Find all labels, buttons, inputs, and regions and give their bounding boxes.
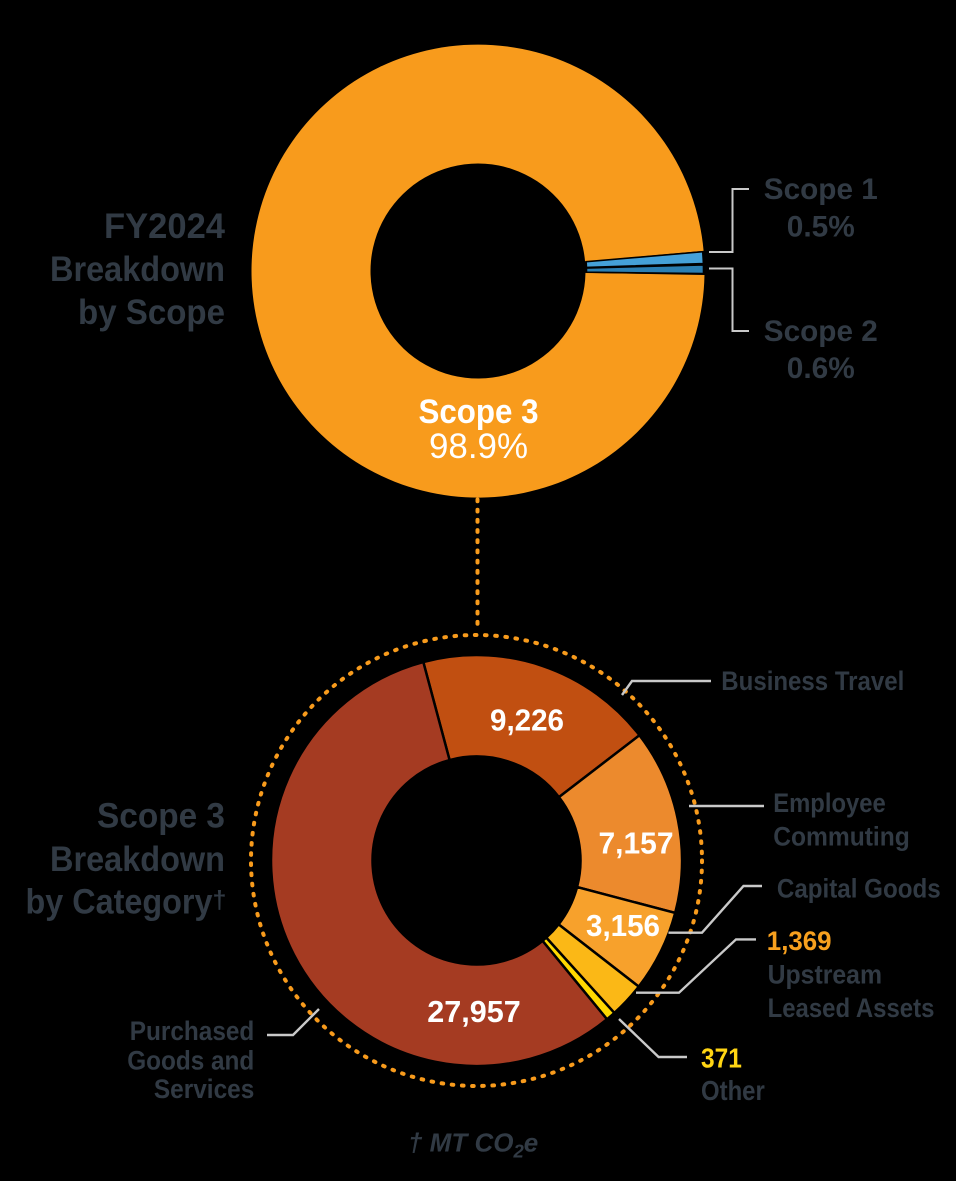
svg-text:Breakdown: Breakdown (50, 840, 225, 879)
svg-text:Upstream: Upstream (768, 959, 882, 989)
svg-text:3,156: 3,156 (586, 909, 660, 943)
svg-text:Business Travel: Business Travel (721, 666, 904, 696)
svg-text:Breakdown: Breakdown (50, 250, 225, 289)
svg-text:0.6%: 0.6% (787, 352, 855, 385)
svg-text:Scope 1: Scope 1 (764, 173, 878, 206)
svg-text:Leased Assets: Leased Assets (768, 993, 935, 1023)
svg-text:Other: Other (701, 1075, 765, 1106)
svg-text:†: † (213, 886, 227, 914)
svg-text:7,157: 7,157 (599, 827, 674, 861)
svg-text:27,957: 27,957 (427, 995, 521, 1029)
svg-text:by Scope: by Scope (78, 293, 225, 332)
svg-text:Capital Goods: Capital Goods (777, 874, 941, 904)
svg-text:Scope 3: Scope 3 (97, 797, 225, 836)
svg-text:Scope 3: Scope 3 (419, 393, 539, 431)
svg-text:Employee: Employee (773, 788, 886, 818)
svg-text:9,226: 9,226 (490, 704, 564, 738)
svg-text:371: 371 (701, 1043, 742, 1074)
svg-text:1,369: 1,369 (767, 926, 832, 956)
svg-text:98.9%: 98.9% (429, 427, 528, 466)
svg-text:FY2024: FY2024 (104, 207, 226, 246)
svg-text:Commuting: Commuting (773, 822, 910, 852)
svg-text:by Category: by Category (26, 883, 213, 922)
svg-text:Services: Services (154, 1074, 254, 1104)
svg-text:Purchased: Purchased (130, 1016, 255, 1046)
svg-text:0.5%: 0.5% (787, 211, 855, 244)
svg-text:Goods and: Goods and (127, 1046, 254, 1076)
svg-text:Scope 2: Scope 2 (764, 315, 878, 348)
